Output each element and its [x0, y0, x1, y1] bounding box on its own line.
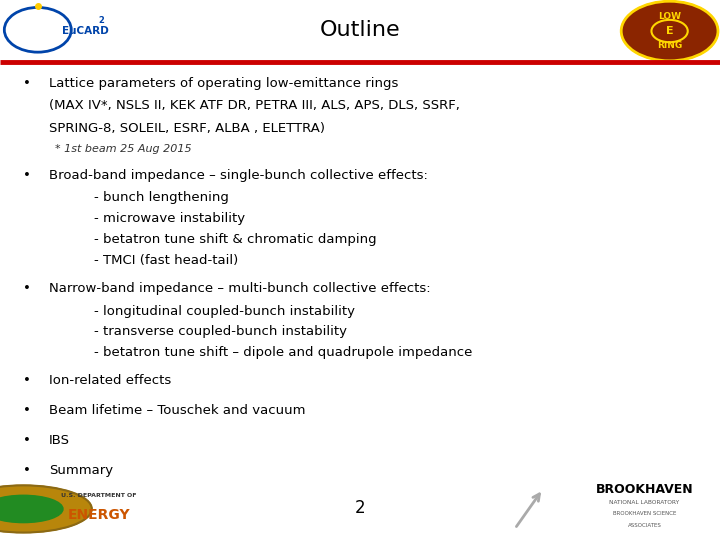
Text: ASSOCIATES: ASSOCIATES: [627, 523, 662, 528]
Text: Broad-band impedance – single-bunch collective effects:: Broad-band impedance – single-bunch coll…: [49, 169, 428, 182]
Text: NATIONAL LABORATORY: NATIONAL LABORATORY: [609, 500, 680, 505]
Text: Beam lifetime – Touschek and vacuum: Beam lifetime – Touschek and vacuum: [49, 404, 305, 417]
Text: •: •: [24, 464, 31, 477]
Text: - betatron tune shift & chromatic damping: - betatron tune shift & chromatic dampin…: [94, 233, 377, 246]
Text: IBS: IBS: [49, 434, 70, 447]
Text: Narrow-band impedance – multi-bunch collective effects:: Narrow-band impedance – multi-bunch coll…: [49, 282, 431, 295]
Circle shape: [0, 495, 63, 523]
Text: - betatron tune shift – dipole and quadrupole impedance: - betatron tune shift – dipole and quadr…: [94, 346, 472, 359]
Text: BROOKHAVEN: BROOKHAVEN: [595, 483, 693, 496]
Text: U.S. DEPARTMENT OF: U.S. DEPARTMENT OF: [61, 493, 137, 498]
Text: •: •: [24, 374, 31, 387]
Text: Lattice parameters of operating low-emittance rings: Lattice parameters of operating low-emit…: [49, 77, 398, 90]
Text: •: •: [24, 282, 31, 295]
Text: Ion-related effects: Ion-related effects: [49, 374, 171, 387]
Text: - microwave instability: - microwave instability: [94, 212, 245, 225]
Text: EuCARD: EuCARD: [61, 26, 108, 36]
Text: ENERGY: ENERGY: [68, 508, 130, 522]
Text: •: •: [24, 434, 31, 447]
Text: Summary: Summary: [49, 464, 113, 477]
Text: RING: RING: [657, 42, 683, 50]
Text: •: •: [24, 169, 31, 182]
Text: Outline: Outline: [320, 20, 400, 40]
Text: •: •: [24, 404, 31, 417]
Text: 2: 2: [99, 16, 104, 25]
Text: - bunch lengthening: - bunch lengthening: [94, 191, 228, 205]
Text: SPRING-8, SOLEIL, ESRF, ALBA , ELETTRA): SPRING-8, SOLEIL, ESRF, ALBA , ELETTRA): [49, 122, 325, 134]
Text: E: E: [666, 26, 673, 36]
Text: - TMCI (fast head-tail): - TMCI (fast head-tail): [94, 254, 238, 267]
Text: - longitudinal coupled-bunch instability: - longitudinal coupled-bunch instability: [94, 305, 355, 318]
Text: •: •: [24, 77, 31, 90]
Circle shape: [0, 485, 92, 532]
Text: LOW: LOW: [658, 12, 681, 21]
Text: 2: 2: [355, 499, 365, 517]
Text: * 1st beam 25 Aug 2015: * 1st beam 25 Aug 2015: [55, 144, 192, 154]
Text: - transverse coupled-bunch instability: - transverse coupled-bunch instability: [94, 325, 346, 338]
Text: BROOKHAVEN SCIENCE: BROOKHAVEN SCIENCE: [613, 511, 676, 516]
Text: (MAX IV*, NSLS II, KEK ATF DR, PETRA III, ALS, APS, DLS, SSRF,: (MAX IV*, NSLS II, KEK ATF DR, PETRA III…: [49, 99, 460, 112]
Circle shape: [621, 1, 718, 61]
